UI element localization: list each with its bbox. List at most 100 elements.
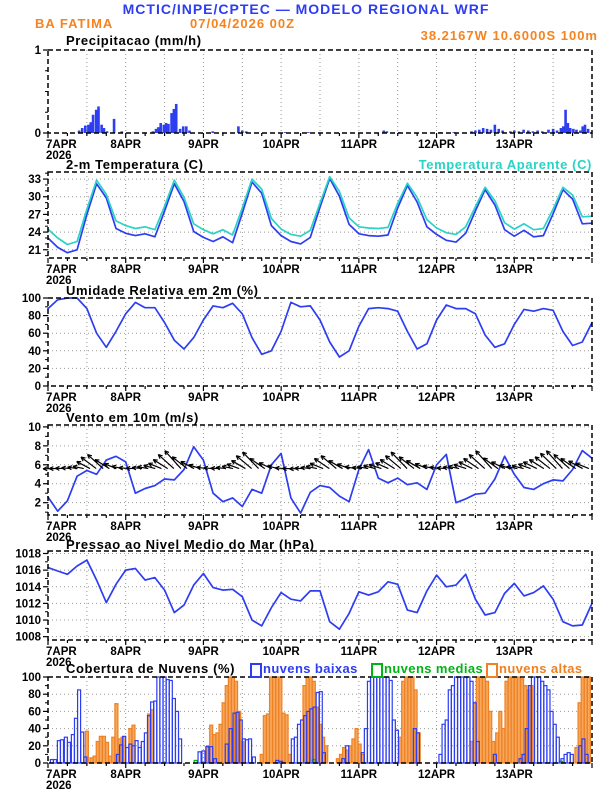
wind-arrowhead [118,465,124,469]
y-tick-label: 1012 [15,598,41,610]
page-title: MCTIC/INPE/CPTEC — MODELO REGIONAL WRF [122,1,490,17]
wind-arrow [306,465,318,470]
x-date-label: 12APR [418,392,456,404]
precip-bar [244,131,248,133]
wind-arrowhead [436,465,442,469]
cloud-bar-nuvens-baixas [59,739,65,764]
x-date-label: 8APR [110,264,141,276]
x-date-label: 13APR [496,521,534,533]
y-tick-label: 60 [28,706,41,718]
y-tick-label: 100 [22,293,41,305]
precip-bar [586,128,590,133]
wind-arrowhead [196,465,202,468]
wind-arrow [385,455,402,470]
precip-bar [151,131,155,133]
precip-bar [555,130,559,133]
cloud-bar-nuvens-baixas [251,756,257,764]
x-date-label: 8APR [110,139,141,151]
wind-arrowhead [131,465,137,469]
wind-arrow [458,461,473,470]
x-date-label: 7APR [46,769,77,781]
cloud-bar-nuvens-baixas [197,751,202,764]
x-date-label: 7APR [46,264,77,276]
y-tick-label: 21 [28,245,41,257]
wind-arrow [249,458,266,470]
precip-bar [581,126,584,133]
wind-arrow [375,462,389,470]
precip-bar [522,129,525,133]
precip-bar [181,126,185,133]
wind-arrowhead [468,453,474,457]
y-tick-label: 1018 [15,548,41,560]
precip-bar [485,128,489,133]
wind-arrowhead [553,453,559,457]
x-date-label: 11APR [341,392,378,404]
wind-arrow [534,456,551,470]
wind-arrowhead [215,465,221,469]
x-year-label: 2026 [46,275,72,287]
panel-title-humidity: Umidade Relativa em 2m (%) [66,283,259,298]
wind-arrow [560,458,577,470]
precip-bar [561,126,565,133]
wind-arrow [309,462,324,470]
precip-bar [112,118,116,133]
wind-arrowhead [282,466,287,470]
precip-bar [489,129,493,133]
wind-arrow [553,454,570,470]
wind-arrowhead [87,453,93,457]
precip-bar [87,124,90,133]
x-year-label: 2026 [46,403,72,415]
wind-arrow [511,465,524,470]
wind-arrowhead [158,453,163,457]
legend-label-nuvens-medias: nuvens medias [384,661,484,676]
y-tick-label: 33 [28,174,41,186]
wind-arrow [320,455,337,470]
precip-bar [517,131,521,133]
wind-arrowhead [55,465,60,469]
wind-arrow [222,465,234,470]
y-tick-label: 6 [35,460,41,472]
precip-bar [536,130,539,133]
wind-arrowhead [453,463,459,466]
precip-bar [237,126,240,133]
precip-bar [583,124,587,133]
cloud-bar-nuvens-baixas [76,689,82,764]
line-Umidade-Relativa-em-2m [47,297,593,358]
precip-bar [493,124,497,133]
station-name: BA FATIMA [35,16,114,31]
y-tick-label: 1010 [15,615,41,627]
cloud-bar-nuvens-baixas [247,738,253,764]
x-date-label: 11APR [341,769,378,781]
wind-arrow [448,465,460,470]
x-date-label: 10APR [263,646,301,658]
y-tick-label: 0 [35,381,41,393]
wind-arrow [87,454,104,470]
wind-arrowhead [448,464,453,467]
wind-arrow [235,455,252,470]
y-tick-label: 1014 [15,582,41,594]
y-tick-label: 2 [35,498,41,510]
precip-bar [470,131,473,133]
x-date-label: 12APR [418,646,456,658]
wind-arrowhead [320,455,326,458]
x-year-label: 2026 [46,150,72,162]
cloud-bar-nuvens-baixas [228,727,233,764]
y-tick-label: 80 [28,689,41,701]
wind-arrow [518,463,531,470]
precip-bar [170,113,173,133]
y-tick-label: 40 [28,346,41,358]
y-tick-label: 20 [28,741,41,753]
x-date-label: 13APR [496,769,534,781]
precip-bar [159,123,162,133]
x-date-label: 10APR [263,392,301,404]
cloud-bar-nuvens-baixas [341,758,346,764]
x-date-label: 8APR [110,392,141,404]
precip-bar [172,108,176,133]
precip-bar [188,130,191,133]
x-date-label: 9APR [188,264,219,276]
x-date-label: 7APR [46,139,77,151]
x-date-label: 9APR [188,139,219,151]
